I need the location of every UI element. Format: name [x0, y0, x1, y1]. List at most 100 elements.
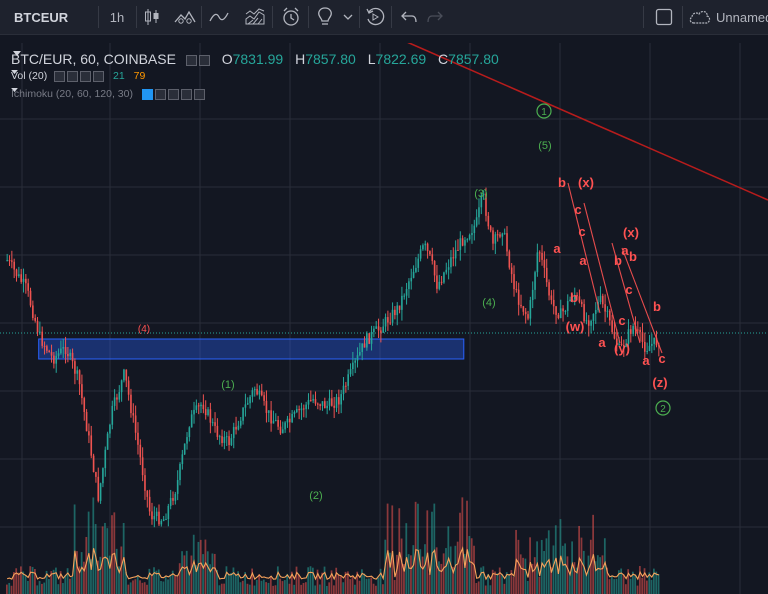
candle-body: [13, 261, 15, 270]
volume-bar: [351, 576, 354, 594]
candle-body: [146, 490, 149, 497]
ichimoku-more-icon[interactable]: [180, 88, 192, 100]
candle-body: [513, 274, 515, 290]
volume-bar: [311, 567, 314, 594]
alert-clock-icon[interactable]: [278, 0, 304, 34]
volume-bar: [627, 569, 630, 594]
candle-body: [468, 235, 471, 240]
volume-indicator-label[interactable]: Vol (20): [11, 70, 48, 82]
candle-body: [562, 308, 564, 312]
volume-bar: [253, 585, 256, 594]
candle-body: [265, 400, 268, 413]
volume-dropdown-icon[interactable]: [11, 70, 18, 75]
candle-body: [158, 511, 160, 525]
fullscreen-checkbox-icon[interactable]: [650, 0, 678, 34]
undo-icon[interactable]: [398, 0, 420, 34]
wave-label-red: b: [570, 290, 578, 305]
interval-button[interactable]: 1h: [109, 9, 125, 25]
series-settings-icon[interactable]: [198, 54, 210, 66]
symbol-search-button[interactable]: BTCEUR: [14, 9, 69, 25]
candle-body: [81, 384, 83, 399]
candle-body: [305, 404, 307, 410]
ichimoku-eye-icon[interactable]: [141, 88, 153, 100]
volume-bar: [316, 569, 319, 594]
candle-body: [11, 260, 13, 262]
chart-pane[interactable]: 1 (1) (2) (3) (4) (5) 2 (4) b (x) a c b c a (w) a (y) b a c(…: [0, 43, 768, 594]
volume-bar: [204, 539, 207, 594]
candle-body: [183, 443, 186, 455]
candle-body: [576, 295, 578, 297]
layout-name-label[interactable]: Unnamed: [716, 9, 768, 25]
volume-bar: [106, 528, 109, 594]
volume-bar: [164, 576, 167, 594]
templates-icon[interactable]: [242, 0, 268, 34]
candle-body: [218, 436, 221, 438]
volume-bar: [181, 551, 183, 594]
volume-settings-icon[interactable]: [67, 70, 79, 82]
volume-bar: [622, 574, 625, 594]
wave-channel-line: [583, 202, 621, 344]
volume-eye-icon[interactable]: [54, 70, 66, 82]
candle-body: [88, 431, 90, 436]
ichimoku-indicator-label[interactable]: Ichimoku (20, 60, 120, 30): [11, 88, 133, 100]
volume-bar: [66, 568, 69, 594]
cloud-save-icon[interactable]: [686, 0, 714, 34]
ichimoku-remove-icon[interactable]: [193, 88, 205, 100]
volume-bar: [358, 580, 361, 594]
volume-bar: [211, 553, 214, 594]
candle-body: [564, 310, 567, 312]
candle-body: [246, 403, 249, 405]
volume-remove-icon[interactable]: [93, 70, 105, 82]
compare-line-icon[interactable]: [206, 0, 232, 34]
volume-bar: [426, 510, 429, 594]
candle-body: [69, 352, 72, 357]
volume-bar: [202, 554, 204, 594]
wave-label-red: (w): [566, 319, 585, 334]
ichimoku-settings-icon[interactable]: [154, 88, 166, 100]
volume-bar: [150, 575, 153, 594]
series-title[interactable]: BTC/EUR, 60, COINBASE: [11, 51, 176, 67]
ideas-dropdown-chevron-icon[interactable]: [340, 0, 356, 34]
toolbar-separator: [682, 6, 683, 28]
volume-bar: [129, 582, 132, 594]
volume-value-up: 21: [113, 70, 125, 82]
candle-body: [95, 472, 97, 477]
volume-bar: [468, 536, 471, 594]
volume-legend: Vol (20) 21 79: [11, 70, 145, 82]
series-dropdown-icon[interactable]: [13, 51, 21, 57]
wave-label-red: c: [618, 313, 625, 328]
candle-body: [244, 404, 247, 408]
replay-icon[interactable]: [362, 0, 388, 34]
volume-bar: [442, 553, 445, 594]
toolbar-gap: [0, 35, 768, 43]
candle-body: [22, 278, 25, 282]
series-eye-icon[interactable]: [185, 54, 197, 66]
volume-bar: [269, 577, 272, 594]
indicators-icon[interactable]: [172, 0, 198, 34]
toolbar-separator: [643, 6, 644, 28]
candle-body: [475, 217, 478, 226]
candles-chart-type-icon[interactable]: [140, 0, 164, 34]
volume-bar: [428, 573, 431, 594]
candle-body: [480, 195, 483, 208]
volume-source-icon[interactable]: [80, 70, 92, 82]
candle-body: [167, 505, 170, 520]
volume-bar: [417, 503, 419, 594]
wave-label-red: c: [574, 202, 581, 217]
candle-body: [144, 475, 146, 491]
candle-body: [338, 397, 340, 405]
ichimoku-source-icon[interactable]: [167, 88, 179, 100]
volume-bar: [286, 573, 289, 594]
ichimoku-dropdown-icon[interactable]: [11, 88, 18, 93]
candle-body: [295, 408, 298, 412]
ideas-lightbulb-icon[interactable]: [312, 0, 338, 34]
volume-value-ma: 79: [133, 70, 146, 82]
volume-bar: [477, 581, 480, 594]
candle-body: [39, 331, 41, 333]
volume-bar: [519, 554, 522, 594]
redo-icon[interactable]: [424, 0, 446, 34]
volume-bar: [328, 582, 331, 594]
candle-body: [148, 496, 151, 512]
candle-body: [648, 345, 651, 351]
